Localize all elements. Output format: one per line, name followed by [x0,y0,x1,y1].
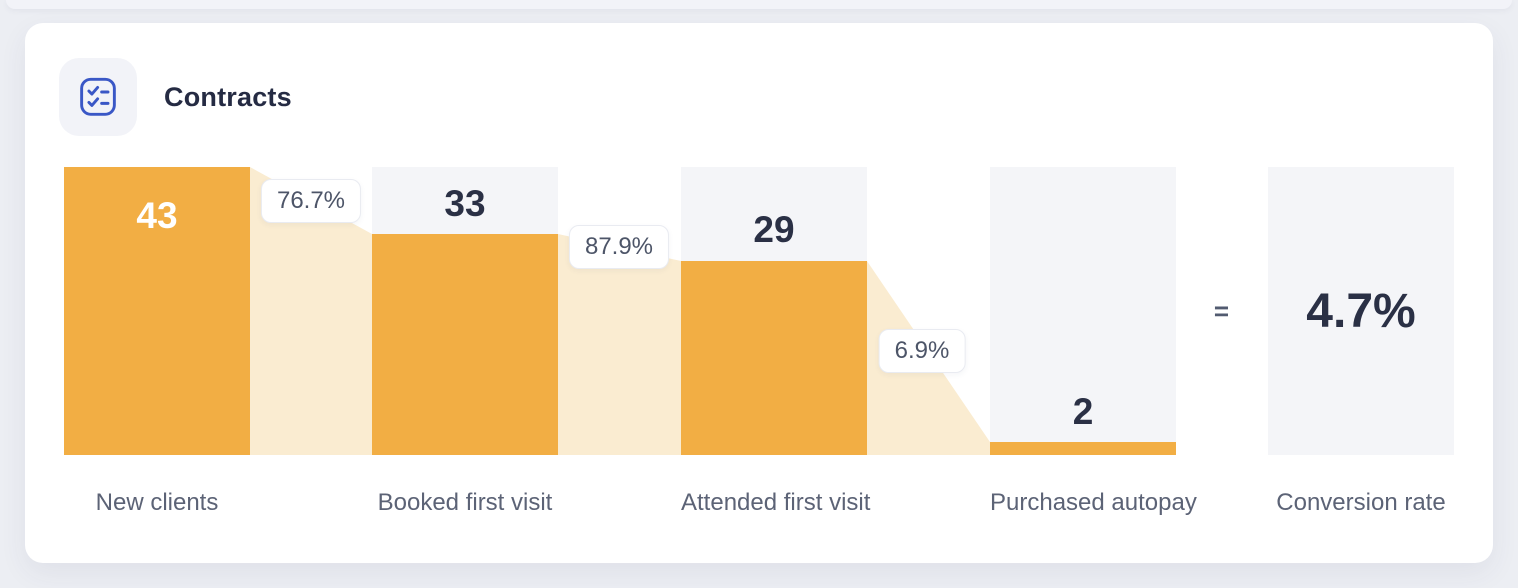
checklist-icon [80,77,116,116]
connector-1 [250,167,372,455]
equals-sign: = [1213,296,1230,326]
card-title: Contracts [164,81,292,112]
stage-label-booked-first-visit: Booked first visit [377,489,553,516]
conversion-rate-badge-2: 87.9% [568,225,670,269]
contracts-icon-tile [59,58,137,136]
stage-label-new-clients: New clients [95,489,219,516]
stage-value-new-clients: 43 [136,195,178,236]
funnel-chart: 43 33 29 2 76.7% 87.9% 6.9% = 4.7% [64,167,1454,516]
connector-2 [558,234,681,455]
conversion-rate-badge-3: 6.9% [878,329,966,373]
bar-attended-first-visit [681,261,867,455]
contracts-card: Contracts 43 33 29 2 [25,23,1493,563]
stage-label-conversion-rate: Conversion rate [1276,489,1446,516]
funnel-connectors [250,167,990,455]
stage-value-booked-first-visit: 33 [444,183,486,224]
stage-value-purchased-autopay: 2 [1072,391,1094,432]
funnel-stage-booked-first-visit: 33 [372,167,558,455]
funnel-stage-new-clients: 43 [64,167,250,455]
funnel-stage-attended-first-visit: 29 [681,167,867,455]
bar-new-clients [64,167,250,455]
stage-value-attended-first-visit: 29 [753,209,795,250]
bar-booked-first-visit [372,234,558,455]
bar-purchased-autopay [990,442,1176,455]
funnel-stage-purchased-autopay: 2 [990,167,1176,455]
stage-label-attended-first-visit: Attended first visit [681,489,871,516]
column-background [990,167,1176,455]
conversion-rate-panel: 4.7% [1268,167,1454,455]
conversion-rate-value: 4.7% [1306,284,1416,338]
top-panel-edge [6,0,1512,9]
conversion-rate-badge-1: 76.7% [260,179,362,223]
stage-label-purchased-autopay: Purchased autopay [990,489,1197,516]
card-header: Contracts [59,58,292,136]
